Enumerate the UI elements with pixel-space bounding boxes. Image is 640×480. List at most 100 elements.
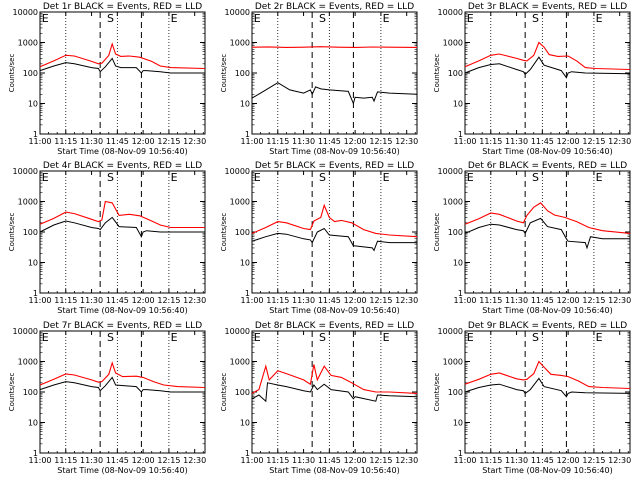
- x-tick-label: 11:00: [453, 137, 476, 146]
- lld-series-line: [39, 42, 206, 70]
- y-axis-label: Counts/sec: [433, 54, 441, 93]
- plot-frame: [251, 11, 418, 135]
- x-tick-label: 12:30: [395, 456, 418, 465]
- x-tick-label: 11:15: [54, 296, 77, 305]
- x-tick-label: 11:45: [531, 296, 554, 305]
- y-tick-label: 1: [245, 289, 250, 298]
- events-series-line: [251, 382, 418, 403]
- y-tick-label: 10000: [438, 8, 463, 17]
- marker-label: E: [171, 12, 178, 25]
- y-tick-label: 10: [240, 419, 250, 428]
- x-tick-label: 11:00: [28, 137, 51, 146]
- x-tick-label: 11:30: [292, 456, 315, 465]
- panel-title: Det 5r BLACK = Events, RED = LLD: [255, 161, 414, 171]
- events-series-line: [464, 56, 631, 79]
- y-tick-label: 10: [240, 100, 250, 109]
- x-tick-label: 12:15: [369, 137, 392, 146]
- x-axis-label: Start Time (08-Nov-09 10:56:40): [482, 466, 612, 475]
- x-tick-label: 11:00: [28, 456, 51, 465]
- y-tick-label: 1000: [18, 39, 38, 48]
- marker-label: E: [42, 171, 49, 184]
- x-tick-label: 11:45: [106, 296, 129, 305]
- x-axis-label: Start Time (08-Nov-09 10:56:40): [269, 306, 399, 315]
- x-tick-label: 12:30: [183, 137, 206, 146]
- x-tick-label: 11:00: [240, 456, 263, 465]
- y-tick-label: 100: [448, 388, 463, 397]
- x-tick-label: 12:00: [132, 137, 155, 146]
- y-tick-label: 10: [453, 100, 463, 109]
- x-tick-label: 12:15: [157, 296, 180, 305]
- x-tick-label: 12:00: [344, 456, 367, 465]
- marker-label: E: [42, 12, 49, 25]
- marker-label: E: [383, 171, 390, 184]
- y-tick-label: 10: [453, 259, 463, 268]
- lld-series-line: [464, 202, 631, 234]
- x-tick-label: 11:15: [266, 137, 289, 146]
- lld-series-line: [464, 41, 631, 71]
- x-tick-label: 12:30: [395, 137, 418, 146]
- y-tick-label: 1: [245, 130, 250, 139]
- panel-title: Det 9r BLACK = Events, RED = LLD: [468, 321, 627, 331]
- x-tick-label: 11:45: [106, 137, 129, 146]
- marker-label: S: [532, 171, 539, 184]
- y-tick-label: 100: [235, 228, 250, 237]
- marker-label: E: [383, 331, 390, 344]
- y-tick-label: 1: [458, 289, 463, 298]
- x-tick-label: 12:15: [369, 456, 392, 465]
- x-axis-label: Start Time (08-Nov-09 10:56:40): [482, 147, 612, 156]
- x-tick-label: 11:30: [80, 456, 103, 465]
- events-series-line: [251, 82, 418, 106]
- x-tick-label: 11:00: [240, 137, 263, 146]
- events-series-line: [39, 57, 205, 74]
- y-tick-label: 100: [235, 69, 250, 78]
- x-tick-label: 11:30: [292, 296, 315, 305]
- panel-title: Det 3r BLACK = Events, RED = LLD: [468, 2, 627, 12]
- x-tick-label: 12:00: [132, 296, 155, 305]
- marker-label: S: [319, 12, 326, 25]
- y-axis-label: Counts/sec: [220, 54, 228, 93]
- x-tick-label: 12:30: [608, 296, 631, 305]
- x-tick-label: 12:00: [557, 137, 580, 146]
- y-tick-label: 1000: [18, 358, 38, 367]
- x-tick-label: 12:15: [582, 137, 605, 146]
- x-tick-label: 11:30: [80, 296, 103, 305]
- y-tick-label: 100: [235, 388, 250, 397]
- panel-title: Det 6r BLACK = Events, RED = LLD: [468, 161, 627, 171]
- y-tick-label: 1000: [18, 198, 38, 207]
- x-tick-label: 11:30: [292, 137, 315, 146]
- lld-series-line: [39, 361, 206, 389]
- marker-label: S: [319, 171, 326, 184]
- y-tick-label: 10: [28, 259, 38, 268]
- marker-label: E: [254, 12, 261, 25]
- y-axis-label: Counts/sec: [8, 373, 16, 412]
- y-tick-label: 10000: [13, 167, 38, 176]
- y-tick-label: 1000: [230, 358, 250, 367]
- y-tick-label: 1000: [230, 39, 250, 48]
- x-tick-label: 11:15: [266, 296, 289, 305]
- lld-series-line: [464, 360, 631, 390]
- marker-label: E: [596, 12, 603, 25]
- events-series-line: [251, 227, 417, 252]
- plot-frame: [251, 170, 418, 294]
- panel-title: Det 2r BLACK = Events, RED = LLD: [255, 2, 414, 12]
- y-tick-label: 10000: [13, 327, 38, 336]
- y-tick-label: 1: [458, 449, 463, 458]
- marker-label: S: [532, 331, 539, 344]
- y-tick-label: 100: [448, 69, 463, 78]
- marker-label: S: [532, 12, 539, 25]
- x-tick-label: 11:45: [318, 456, 341, 465]
- x-axis-label: Start Time (08-Nov-09 10:56:40): [482, 306, 612, 315]
- x-axis-label: Start Time (08-Nov-09 10:56:40): [269, 466, 399, 475]
- y-axis-label: Counts/sec: [220, 373, 228, 412]
- x-tick-label: 11:15: [479, 296, 502, 305]
- lld-series-line: [39, 200, 205, 229]
- y-axis-label: Counts/sec: [433, 373, 441, 412]
